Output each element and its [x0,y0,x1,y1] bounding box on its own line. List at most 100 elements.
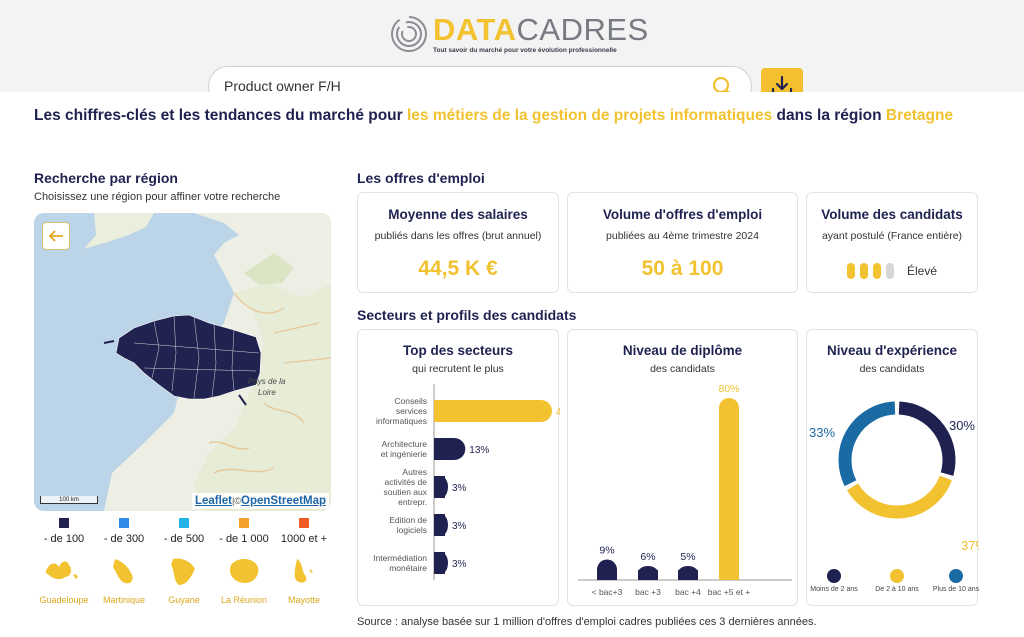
map-place-label-line1: Pays de la [248,377,286,386]
map-scale: 100 km [40,496,98,504]
legend-label: - de 500 [163,533,205,545]
offers-volume-subtitle: publiées au 4ème trimestre 2024 [606,230,759,242]
secteurs-section-title: Secteurs et profils des candidats [357,307,577,323]
logo-word-data: DATA [433,12,517,47]
diploma-category-label-1: bac +3 [635,587,661,597]
sector-value-label-3: 3% [452,521,467,532]
back-button[interactable] [42,222,70,250]
diploma-chart: 9% < bac+3 6% bac +3 5% bac +4 80% bac +5 et + [578,383,792,597]
experience-subtitle: des candidats [859,363,925,375]
top-sectors-subtitle: qui recrutent le plus [412,363,504,375]
sector-value-label-4: 3% [452,559,467,570]
overseas-regions: Guadeloupe Martinique Guyane La Réunion Mayo… [34,555,334,605]
sector-category-label-0: Conseils services informatiques [376,396,427,426]
legend-label: - de 300 [103,533,145,545]
sector-category-label-3: Edition de logiciels [389,515,427,535]
experience-title: Niveau d'expérience [826,343,958,358]
arrow-left-icon [48,230,63,242]
page-headline: Les chiffres-clés et les tendances du ma… [34,106,974,126]
map-attribution: Leaflet|©OpenStreetMap [191,493,329,509]
level-pill-3 [873,263,881,279]
candidates-volume-title: Volume des candidats [821,207,963,222]
overseas-region-la-reunion[interactable]: La Réunion [214,555,274,605]
sector-bar-base-0 [434,400,445,422]
offres-section-title: Les offres d'emploi [357,170,485,186]
diploma-category-label-2: bac +4 [675,587,701,597]
sector-value-label-1: 13% [469,445,489,456]
region-map[interactable]: Pays de la Loire 100 km Leaflet|©OpenStr… [34,213,331,511]
salary-card: Moyenne des salaires publiés dans les of… [357,192,559,293]
logo[interactable]: DATACADRES Tout savoir du marché pour vo… [389,14,649,54]
leaflet-link[interactable]: Leaflet [194,495,233,507]
region-shape-martinique [113,559,133,584]
sector-value-label-2: 3% [452,483,467,494]
sector-bar-base-1 [434,438,445,460]
diploma-card: Niveau de diplôme des candidats 9% < bac+… [567,329,798,606]
diploma-subtitle: des candidats [650,363,715,375]
osm-link[interactable]: OpenStreetMap [241,495,326,507]
legend-swatch [299,518,309,528]
legend-item-4: 1000 et + [274,518,334,545]
salary-card-title: Moyenne des salaires [388,207,528,222]
experience-slice-2 [838,401,896,487]
attribution-separator: |© [232,496,241,506]
diploma-bar-base-2 [678,570,698,580]
search-bar [208,66,752,106]
sector-bar-base-4 [434,552,445,574]
logo-word-cadres: CADRES [516,12,649,47]
legend-label: - de 100 [43,533,85,545]
level-pill-1 [847,263,855,279]
sector-category-label-1: Architecture et ingénierie [381,439,428,459]
logo-swirl-icon [391,16,427,52]
source-note: Source : analyse basée sur 1 million d'o… [357,616,817,628]
sector-bar-base-3 [434,514,445,536]
offers-volume-card: Volume d'offres d'emploi publiées au 4èm… [567,192,798,293]
download-button[interactable] [761,68,803,104]
diploma-bar-base-1 [638,570,658,580]
diploma-title: Niveau de diplôme [622,343,743,358]
region-shape-guyane [171,558,195,585]
map-legend: - de 100 - de 300 - de 500 - de 1 000 1000 e… [34,518,334,545]
region-search-subtitle: Choisissez une région pour affiner votre… [34,191,281,203]
headline-part1: Les chiffres-clés et les tendances du ma… [34,107,407,124]
region-shape-guadeloupe [45,561,78,580]
legend-item-3: - de 1 000 [214,518,274,545]
overseas-region-guadeloupe[interactable]: Guadeloupe [34,555,94,605]
level-pill-2 [860,263,868,279]
diploma-bar-3 [719,398,739,580]
candidates-volume-subtitle: ayant postulé (France entière) [821,230,963,242]
experience-legend-label-0: Moins de 2 ans [810,586,858,593]
overseas-region-mayotte[interactable]: Mayotte [274,555,334,605]
sector-value-label-0: 49% [556,407,560,418]
diploma-value-label-1: 6% [640,551,655,563]
map-canvas[interactable]: Pays de la Loire [34,213,331,511]
diploma-bar-base-0 [597,570,617,580]
overseas-region-guyane[interactable]: Guyane [154,555,214,605]
overseas-region-martinique[interactable]: Martinique [94,555,154,605]
sector-category-label-2: Autres activités de soutien aux entrepr. [384,467,428,507]
overseas-region-label: Guadeloupe [39,595,89,605]
region-shape-mayotte [294,559,313,583]
sector-category-label-4: Intermédiation monétaire [373,553,427,573]
diploma-bar-base-3 [719,570,739,580]
offers-volume-title: Volume d'offres d'emploi [602,207,763,222]
salary-card-subtitle: publiés dans les offres (brut annuel) [374,230,542,242]
search-input[interactable] [224,78,694,94]
header-gap-left [0,92,208,106]
sector-bar-0 [434,400,552,422]
experience-value-label-1: 37% [961,538,979,553]
overseas-region-label: Martinique [102,595,146,605]
headline-job-family: les métiers de la gestion de projets inf… [407,107,773,124]
legend-swatch [119,518,129,528]
overseas-region-label: Mayotte [287,595,320,605]
overseas-region-label: La Réunion [220,595,268,605]
headline-part2: dans la région [772,107,886,124]
experience-card: Niveau d'expérience des candidats 30% 37%… [806,329,979,606]
offers-volume-value: 50 à 100 [641,257,724,280]
search-icon[interactable] [711,75,735,99]
candidates-level-indicator: Élevé [847,263,937,279]
download-icon [771,75,793,97]
region-shape-la-reunion [229,559,259,583]
legend-label: 1000 et + [280,533,328,545]
